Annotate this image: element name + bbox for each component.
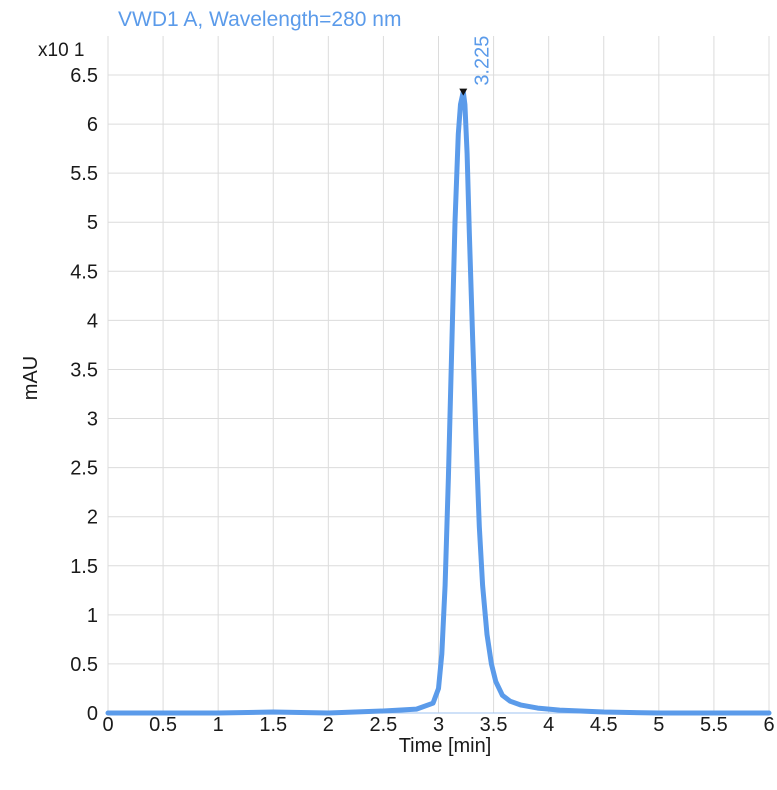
y-tick-label: 1 (87, 605, 98, 627)
y-axis-title: mAU (20, 356, 42, 400)
x-tick-label: 2 (323, 714, 334, 736)
x-tick-label: 5 (653, 714, 664, 736)
x-tick-label: 3.5 (480, 714, 508, 736)
y-multiplier-label: x10 1 (38, 40, 84, 61)
y-tick-label: 0.5 (70, 654, 98, 676)
y-tick-label: 2.5 (70, 458, 98, 480)
series-trace (105, 89, 772, 716)
peak-label: 3.225 (471, 36, 493, 86)
x-tick-label: 0 (102, 714, 113, 736)
x-tick-label: 2.5 (370, 714, 398, 736)
y-tick-label: 6.5 (70, 65, 98, 87)
x-tick-labels: 0 0.5 1 1.5 2 2.5 3 3.5 4 4.5 5 5.5 6 (102, 714, 774, 736)
x-tick-label: 4 (543, 714, 554, 736)
x-tick-label: 5.5 (700, 714, 728, 736)
y-tick-label: 5.5 (70, 163, 98, 185)
x-tick-label: 0.5 (149, 714, 177, 736)
grid-lines (107, 36, 770, 714)
x-tick-label: 3 (433, 714, 444, 736)
y-tick-label: 6 (87, 114, 98, 136)
y-tick-label: 1.5 (70, 556, 98, 578)
y-tick-labels: 0 0.5 1 1.5 2 2.5 3 3.5 4 4.5 5 5.5 6 6.5 (70, 65, 98, 725)
x-tick-label: 1 (213, 714, 224, 736)
x-tick-label: 6 (763, 714, 774, 736)
x-tick-label: 4.5 (590, 714, 618, 736)
y-tick-label: 3 (87, 409, 98, 431)
y-tick-label: 0 (87, 703, 98, 725)
y-tick-label: 3.5 (70, 359, 98, 381)
x-tick-label: 1.5 (259, 714, 287, 736)
x-axis-title: Time [min] (399, 735, 492, 757)
y-tick-label: 4 (87, 310, 98, 332)
y-tick-label: 4.5 (70, 261, 98, 283)
peak-annotations: 3.225 (459, 36, 493, 96)
peak-marker (459, 88, 468, 96)
series-line (105, 89, 772, 716)
chart-title: VWD1 A, Wavelength=280 nm (118, 8, 401, 31)
y-tick-label: 2 (87, 507, 98, 529)
y-tick-label: 5 (87, 212, 98, 234)
